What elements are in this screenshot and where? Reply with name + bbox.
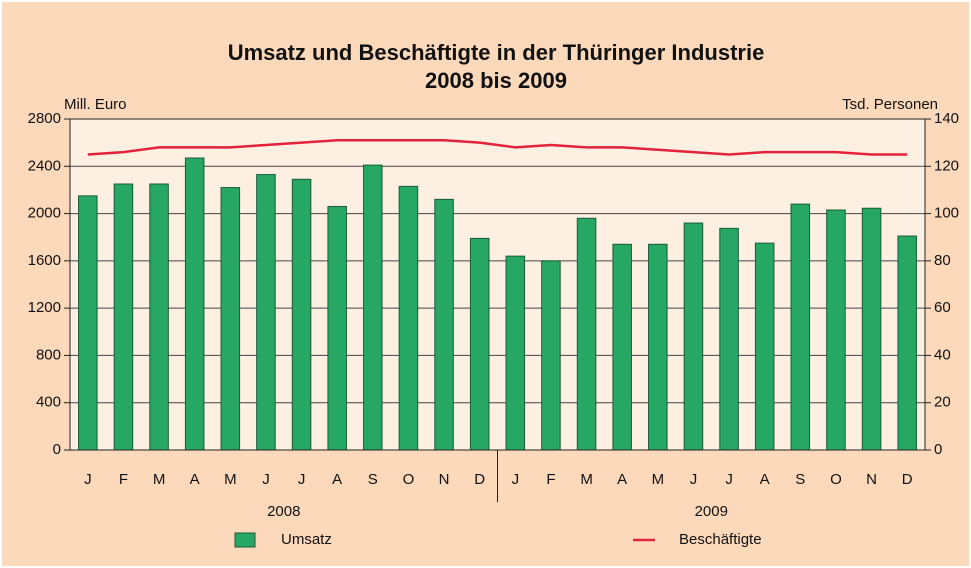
- bar: [505, 255, 526, 451]
- bar: [576, 217, 597, 451]
- y2-tick-label: 100: [934, 205, 959, 222]
- x-tick-label: A: [332, 471, 342, 488]
- x-tick-label: A: [617, 471, 627, 488]
- bar: [220, 187, 241, 451]
- y2-tick-label: 120: [934, 157, 959, 174]
- x-tick-label: S: [795, 471, 805, 488]
- x-tick-label: M: [580, 471, 593, 488]
- bar: [398, 185, 419, 451]
- y-tick-label: 400: [36, 394, 61, 411]
- x-tick-label: J: [512, 471, 520, 488]
- line: [87, 139, 908, 156]
- legend-label: Beschäftigte: [679, 531, 762, 548]
- chart-title: Umsatz und Beschäftigte in der Thüringer…: [228, 40, 765, 65]
- legend-label: Umsatz: [281, 531, 332, 548]
- x-tick-label: J: [298, 471, 306, 488]
- x-tick-label: M: [652, 471, 665, 488]
- bar: [291, 178, 312, 451]
- y-tick-label: 1200: [28, 299, 61, 316]
- y-tick-label: 0: [53, 441, 61, 458]
- x-tick-label: O: [830, 471, 842, 488]
- bar: [363, 164, 383, 451]
- x-tick-label: D: [474, 471, 485, 488]
- y2-tick-label: 0: [934, 441, 942, 458]
- y-axis-label: Mill. Euro: [64, 96, 127, 113]
- y2-tick-label: 20: [934, 394, 951, 411]
- bar: [469, 237, 490, 451]
- bar: [754, 242, 775, 451]
- bar: [149, 183, 169, 451]
- legend-swatch: [234, 532, 256, 548]
- plot-area: [70, 119, 925, 450]
- x-tick-label: M: [224, 471, 237, 488]
- bar: [790, 203, 811, 451]
- bar: [612, 243, 632, 451]
- x-tick-label: J: [84, 471, 92, 488]
- y2-tick-label: 80: [934, 252, 951, 269]
- x-tick-label: F: [546, 471, 555, 488]
- y2-tick-label: 140: [934, 110, 959, 127]
- bar: [683, 222, 704, 451]
- year-label: 2009: [695, 503, 728, 520]
- y2-tick-label: 60: [934, 299, 951, 316]
- bar: [897, 235, 917, 451]
- x-tick-label: J: [690, 471, 698, 488]
- bar: [113, 183, 134, 451]
- x-tick-label: J: [262, 471, 270, 488]
- bar: [184, 157, 205, 451]
- bar: [648, 243, 668, 451]
- bar: [719, 227, 739, 451]
- y-tick-label: 2000: [28, 205, 61, 222]
- bar: [434, 198, 454, 451]
- y2-axis-label: Tsd. Personen: [842, 96, 938, 113]
- bar: [541, 260, 561, 451]
- bar: [861, 207, 882, 451]
- chart-subtitle: 2008 bis 2009: [425, 68, 567, 93]
- y-tick-label: 2800: [28, 110, 61, 127]
- bar: [78, 195, 98, 451]
- y2-tick-label: 40: [934, 346, 951, 363]
- x-tick-label: D: [902, 471, 913, 488]
- x-tick-label: N: [439, 471, 450, 488]
- x-tick-label: O: [403, 471, 415, 488]
- year-label: 2008: [267, 503, 300, 520]
- x-tick-label: S: [368, 471, 378, 488]
- y-tick-label: 800: [36, 346, 61, 363]
- x-tick-label: F: [119, 471, 128, 488]
- bar: [327, 205, 347, 451]
- bar: [826, 209, 846, 451]
- y-tick-label: 2400: [28, 157, 61, 174]
- x-tick-label: N: [866, 471, 877, 488]
- x-tick-label: A: [760, 471, 770, 488]
- x-tick-label: J: [725, 471, 733, 488]
- x-tick-label: A: [190, 471, 200, 488]
- y-tick-label: 1600: [28, 252, 61, 269]
- bar: [256, 174, 276, 451]
- x-tick-label: M: [153, 471, 166, 488]
